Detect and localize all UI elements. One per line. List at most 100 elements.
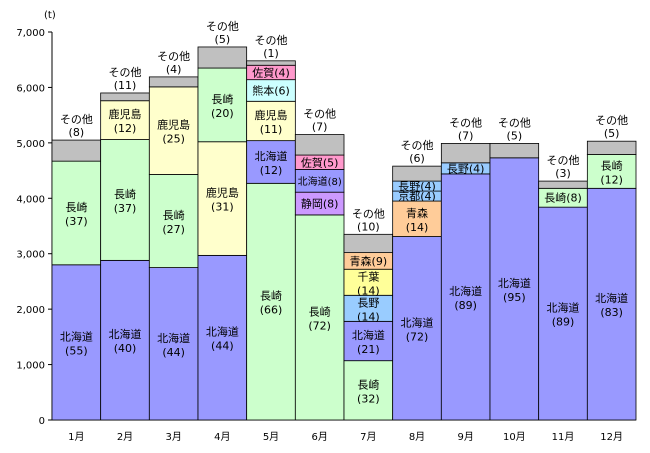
bar-segment: [51, 160, 102, 266]
bar-segment: [586, 140, 637, 155]
y-tick-label: 2,000: [16, 305, 45, 316]
bar-segment: [440, 143, 491, 164]
segment-share-label: (11): [114, 79, 137, 92]
segment-label: 佐賀(4): [252, 65, 290, 79]
segment-label: その他: [498, 116, 531, 129]
x-tick-label: 12月: [600, 431, 623, 443]
segment-label: その他: [157, 50, 190, 63]
segment-label: 鹿児島: [109, 107, 142, 121]
segment-label: その他: [547, 154, 580, 167]
x-tick-label: 9月: [457, 431, 473, 443]
bar-segment: [148, 76, 199, 88]
segment-label: 長崎: [114, 187, 136, 201]
segment-share-label: (20): [211, 107, 234, 120]
segment-share-label: (12): [600, 173, 623, 186]
segment-share-label: (5): [507, 129, 523, 142]
segment-label: 長崎: [211, 92, 233, 106]
bar-segment: [440, 173, 491, 421]
x-tick-label: 1月: [68, 431, 84, 443]
segment-share-label: (14): [406, 221, 429, 234]
segment-share-label: (11): [260, 123, 283, 136]
segment-share-label: (89): [454, 299, 477, 312]
segment-share-label: (32): [357, 392, 380, 405]
y-tick-label: 3,000: [16, 250, 45, 261]
segment-share-label: (95): [503, 291, 526, 304]
segment-label: 長崎: [163, 208, 185, 222]
segment-share-label: (12): [260, 164, 283, 177]
bar-segment: [586, 154, 637, 189]
segment-label: 北海道: [157, 331, 190, 345]
bar-segment: [343, 294, 394, 322]
segment-label: 熊本(6): [252, 83, 290, 97]
segment-label: 長崎: [601, 158, 623, 172]
segment-label: 長野(4): [398, 180, 436, 193]
segment-share-label: (89): [552, 316, 575, 329]
segment-share-label: (72): [308, 319, 331, 332]
segment-label: 長野: [357, 296, 379, 309]
bar-segment: [343, 233, 394, 254]
segment-share-label: (8): [69, 126, 85, 139]
bar-labels: 北海道(55)長崎(37)その他(8)北海道(40)長崎(37)鹿児島(12)そ…: [60, 20, 628, 405]
segment-label: 長崎: [260, 289, 282, 303]
segment-label: 北海道: [449, 284, 482, 298]
segment-label: その他: [595, 114, 628, 127]
segment-share-label: (25): [162, 133, 185, 146]
segment-label: その他: [109, 66, 142, 79]
segment-label: 長崎: [65, 200, 87, 214]
segment-label: 青森(9): [350, 254, 388, 268]
segment-share-label: (37): [114, 202, 137, 215]
bar-segment: [392, 165, 442, 182]
segment-share-label: (83): [600, 306, 623, 319]
bar-segment: [586, 187, 637, 421]
segment-label: 北海道: [60, 329, 93, 343]
bar-segment: [100, 139, 150, 261]
x-tick-label: 6月: [311, 431, 327, 443]
bar-segment: [197, 141, 248, 256]
segment-label: 北海道: [255, 149, 288, 163]
bar-segment: [246, 60, 296, 66]
segment-label: その他: [352, 207, 385, 220]
y-tick-label: 5,000: [16, 139, 45, 150]
segment-label: 長崎(8): [544, 191, 582, 205]
segment-share-label: (14): [357, 310, 380, 323]
bar-segment: [538, 180, 588, 189]
segment-share-label: (12): [114, 122, 137, 135]
segment-share-label: (6): [409, 152, 425, 165]
y-tick-label: 4,000: [16, 194, 45, 205]
segment-label: 鹿児島: [206, 186, 239, 200]
segment-share-label: (66): [260, 304, 283, 317]
segment-label: その他: [60, 113, 93, 126]
segment-share-label: (7): [458, 129, 474, 142]
segment-label: その他: [206, 20, 239, 33]
y-tick-label: 0: [39, 416, 45, 427]
y-axis-unit-label: (t): [44, 10, 56, 21]
segment-share-label: (40): [114, 342, 137, 355]
segment-label: 北海道: [109, 327, 142, 341]
segment-label: その他: [401, 139, 434, 152]
segment-share-label: (31): [211, 201, 234, 214]
bar-segment: [197, 254, 248, 421]
bar-segment: [538, 206, 588, 421]
x-tick-label: 4月: [214, 431, 230, 443]
segment-share-label: (14): [357, 284, 380, 297]
segment-label: 青森: [406, 206, 428, 220]
bar-segment: [294, 214, 345, 421]
segment-share-label: (5): [215, 33, 231, 46]
segment-label: 北海道: [401, 315, 434, 329]
segment-label: 北海道: [595, 291, 628, 305]
segment-label: 京都(4): [398, 189, 436, 203]
bar-segment: [197, 67, 248, 143]
segment-share-label: (21): [357, 343, 380, 356]
y-tick-label: 1,000: [16, 361, 45, 372]
segment-share-label: (55): [65, 344, 88, 357]
bar-segment: [51, 264, 102, 421]
segment-share-label: (72): [406, 330, 429, 343]
bar-segment: [489, 157, 540, 421]
segment-label: 北海道: [352, 328, 385, 342]
y-tick-label: 6,000: [16, 83, 45, 94]
segment-label: 鹿児島: [157, 118, 190, 132]
y-tick-label: 7,000: [16, 28, 45, 39]
segment-share-label: (4): [166, 63, 182, 76]
segment-label: 長崎: [309, 304, 331, 318]
